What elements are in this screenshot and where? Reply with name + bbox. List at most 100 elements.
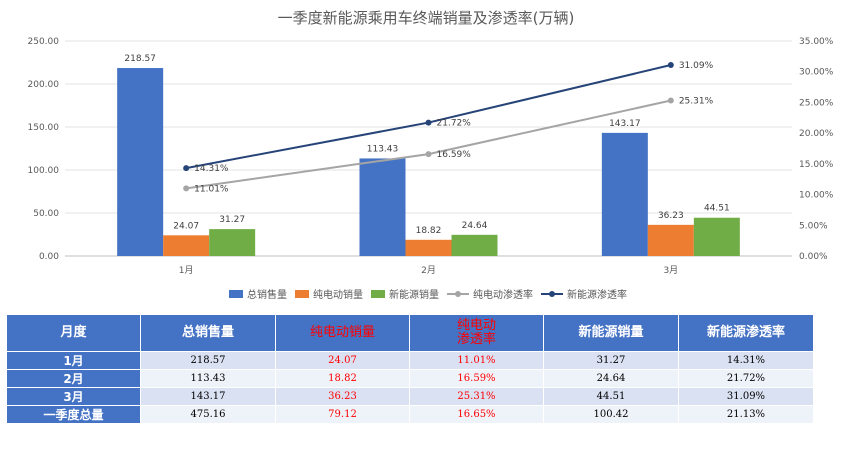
legend-swatch bbox=[229, 290, 243, 298]
legend-swatch bbox=[371, 290, 385, 298]
table-cell: 24.64 bbox=[543, 369, 679, 388]
table-cell: 25.31% bbox=[409, 387, 544, 406]
bar bbox=[209, 229, 256, 256]
table-cell: 31.27 bbox=[543, 351, 679, 370]
line-data-label: 31.09% bbox=[679, 61, 714, 71]
bar bbox=[693, 217, 740, 256]
line-data-label: 21.72% bbox=[437, 119, 472, 129]
y-left-tick-label: 200.00 bbox=[28, 80, 60, 90]
table-cell: 14.31% bbox=[678, 351, 814, 370]
y-right-tick-label: 35.00% bbox=[799, 37, 834, 47]
table-row: 3月 143.17 36.23 25.31% 44.51 31.09% bbox=[6, 387, 814, 406]
y-left-tick-label: 250.00 bbox=[28, 37, 60, 47]
table-row: 1月 218.57 24.07 11.01% 31.27 14.31% bbox=[6, 351, 814, 370]
legend-label: 纯电动销量 bbox=[313, 288, 363, 301]
legend-label: 新能源渗透率 bbox=[567, 288, 627, 301]
bar bbox=[163, 235, 210, 256]
table-row-header: 1月 bbox=[6, 351, 141, 370]
legend-label: 新能源销量 bbox=[389, 288, 439, 301]
table-header-cell: 纯电动 渗透率 bbox=[409, 314, 544, 352]
table-cell: 11.01% bbox=[409, 351, 544, 370]
table-cell: 16.65% bbox=[409, 405, 544, 424]
bar-data-label: 31.27 bbox=[219, 215, 245, 225]
bar-data-label: 18.82 bbox=[416, 226, 442, 236]
table-cell: 79.12 bbox=[275, 405, 410, 424]
y-left-tick-label: 50.00 bbox=[33, 209, 59, 219]
y-right-tick-label: 5.00% bbox=[799, 221, 828, 231]
legend-label: 纯电动渗透率 bbox=[473, 288, 533, 301]
chart-title: 一季度新能源乘用车终端销量及渗透率(万辆) bbox=[278, 9, 575, 27]
table-row-header: 3月 bbox=[6, 387, 141, 406]
bar bbox=[451, 234, 498, 256]
line-data-label: 16.59% bbox=[437, 150, 472, 160]
y-right-tick-label: 10.00% bbox=[799, 191, 834, 201]
table-header-text: 纯电动 bbox=[456, 318, 496, 333]
bar bbox=[647, 224, 694, 256]
table-cell: 21.13% bbox=[678, 405, 814, 424]
table-row: 一季度总量 475.16 79.12 16.65% 100.42 21.13% bbox=[6, 405, 814, 424]
table-cell: 143.17 bbox=[140, 387, 276, 406]
table-cell: 16.59% bbox=[409, 369, 544, 388]
table-cell: 24.07 bbox=[275, 351, 410, 370]
table-cell: 21.72% bbox=[678, 369, 814, 388]
table-cell: 475.16 bbox=[140, 405, 276, 424]
bar bbox=[359, 158, 406, 256]
line-point bbox=[667, 97, 674, 104]
table-header-text: 纯电动销量 bbox=[309, 325, 375, 340]
table-header-text: 总销售量 bbox=[181, 325, 234, 340]
bar-data-label: 218.57 bbox=[124, 54, 156, 64]
y-right-tick-label: 20.00% bbox=[799, 129, 834, 139]
y-right-tick-label: 0.00% bbox=[799, 252, 828, 262]
line-data-label: 25.31% bbox=[679, 97, 714, 107]
table-header-text: 新能源渗透率 bbox=[706, 325, 785, 340]
combo-chart: 一季度新能源乘用车终端销量及渗透率(万辆) 0.00 50.00 100.00 150.… bbox=[28, 9, 834, 301]
legend-label: 总销售量 bbox=[247, 288, 287, 301]
x-tick-label: 3月 bbox=[663, 265, 678, 276]
table-header-cell: 新能源销量 bbox=[543, 314, 679, 352]
table-row-header: 一季度总量 bbox=[6, 405, 141, 424]
table-row-header: 2月 bbox=[6, 369, 141, 388]
table-header-text: 渗透率 bbox=[456, 332, 496, 347]
table-cell: 218.57 bbox=[140, 351, 276, 370]
line-point bbox=[667, 62, 674, 69]
bar-data-label: 24.64 bbox=[462, 221, 488, 231]
bar bbox=[405, 239, 452, 256]
table-header-cell: 总销售量 bbox=[140, 314, 276, 352]
table-row: 2月 113.43 18.82 16.59% 24.64 21.72% bbox=[6, 369, 814, 388]
line-data-label: 14.31% bbox=[194, 164, 229, 174]
legend-swatch-marker bbox=[549, 291, 555, 297]
table-header-row: 月度 总销售量 纯电动销量 纯电动 渗透率 新能源销量 新能源渗透率 bbox=[6, 314, 814, 352]
bar bbox=[117, 68, 164, 256]
chart: 一季度新能源乘用车终端销量及渗透率(万辆) 0.00 50.00 100.00 150.… bbox=[28, 9, 834, 301]
y-left-tick-label: 0.00 bbox=[39, 252, 59, 262]
table-header-cell: 纯电动销量 bbox=[275, 314, 410, 352]
x-tick-label: 1月 bbox=[179, 265, 194, 276]
legend-swatch bbox=[295, 290, 309, 298]
table-cell: 36.23 bbox=[275, 387, 410, 406]
bar-data-label: 143.17 bbox=[609, 119, 641, 129]
data-table: 月度 总销售量 纯电动销量 纯电动 渗透率 新能源销量 新能源渗透率 1月 218.57 24.… bbox=[6, 314, 814, 424]
table-cell: 100.42 bbox=[543, 405, 679, 424]
bar-data-label: 113.43 bbox=[367, 144, 399, 154]
bar-data-label: 44.51 bbox=[704, 204, 730, 214]
y-right-tick-label: 15.00% bbox=[799, 160, 834, 170]
table-cell: 113.43 bbox=[140, 369, 276, 388]
line-point bbox=[425, 119, 432, 126]
table-header-text: 新能源销量 bbox=[578, 325, 644, 340]
line-point bbox=[183, 165, 190, 172]
table-header-text: 月度 bbox=[60, 325, 87, 340]
table-cell: 31.09% bbox=[678, 387, 814, 406]
table-cell: 18.82 bbox=[275, 369, 410, 388]
line-point bbox=[183, 185, 190, 192]
y-left-tick-label: 100.00 bbox=[28, 166, 60, 176]
table-body: 1月 218.57 24.07 11.01% 31.27 14.31% 2月 113.43 18… bbox=[6, 351, 814, 424]
x-tick-label: 2月 bbox=[421, 265, 436, 276]
table-header-cell: 新能源渗透率 bbox=[678, 314, 814, 352]
series-line bbox=[186, 99, 672, 190]
line-point bbox=[425, 151, 432, 158]
y-right-tick-label: 25.00% bbox=[799, 98, 834, 108]
table-cell: 44.51 bbox=[543, 387, 679, 406]
bar-data-label: 36.23 bbox=[658, 211, 684, 221]
table-header-cell: 月度 bbox=[6, 314, 141, 352]
y-left-tick-label: 150.00 bbox=[28, 123, 60, 133]
